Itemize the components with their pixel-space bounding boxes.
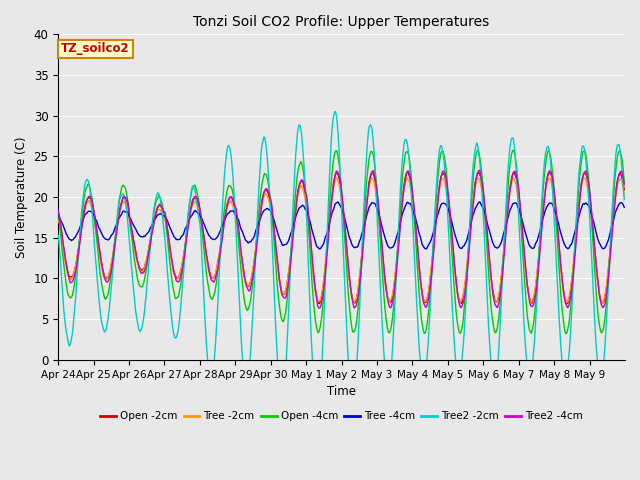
Title: Tonzi Soil CO2 Profile: Upper Temperatures: Tonzi Soil CO2 Profile: Upper Temperatur…	[193, 15, 490, 29]
Open -4cm	[400, 164, 408, 169]
Line: Tree2 -4cm: Tree2 -4cm	[58, 170, 624, 308]
Tree2 -4cm	[121, 194, 129, 200]
Tree -4cm	[275, 231, 282, 237]
Tree -4cm	[121, 208, 129, 214]
Open -4cm	[474, 147, 482, 153]
Tree2 -4cm	[225, 197, 232, 203]
Tree -4cm	[316, 246, 323, 252]
Tree -2cm	[620, 193, 628, 199]
Open -2cm	[275, 266, 282, 272]
Tree2 -2cm	[275, 368, 282, 373]
Line: Open -4cm: Open -4cm	[58, 150, 624, 334]
Tree2 -2cm	[225, 143, 232, 148]
Tree2 -2cm	[54, 232, 62, 238]
Tree -2cm	[598, 300, 606, 306]
Tree2 -4cm	[475, 168, 483, 173]
Line: Tree2 -2cm: Tree2 -2cm	[58, 111, 624, 415]
Line: Tree -2cm: Tree -2cm	[58, 178, 624, 303]
Open -4cm	[620, 179, 628, 185]
Open -4cm	[275, 291, 282, 297]
Tree2 -4cm	[54, 208, 62, 214]
Tree -2cm	[121, 200, 129, 205]
Y-axis label: Soil Temperature (C): Soil Temperature (C)	[15, 136, 28, 258]
Legend: Open -2cm, Tree -2cm, Open -4cm, Tree -4cm, Tree2 -2cm, Tree2 -4cm: Open -2cm, Tree -2cm, Open -4cm, Tree -4…	[96, 408, 587, 426]
Line: Open -2cm: Open -2cm	[58, 172, 624, 303]
Open -2cm	[253, 238, 260, 243]
Tree2 -2cm	[121, 195, 129, 201]
X-axis label: Time: Time	[327, 385, 356, 398]
Tree -2cm	[275, 269, 282, 275]
Open -4cm	[431, 210, 439, 216]
Open -2cm	[400, 185, 408, 191]
Tree2 -2cm	[253, 227, 260, 232]
Tree2 -2cm	[401, 137, 409, 143]
Tree -2cm	[401, 185, 408, 191]
Open -4cm	[121, 184, 129, 190]
Tree2 -2cm	[433, 178, 440, 183]
Open -2cm	[225, 197, 232, 203]
Tree2 -4cm	[401, 183, 408, 189]
Tree2 -4cm	[253, 244, 260, 250]
Tree -2cm	[54, 217, 62, 223]
Tree -2cm	[253, 239, 260, 244]
Tree2 -2cm	[331, 108, 339, 114]
Tree -4cm	[225, 210, 232, 216]
Open -4cm	[253, 235, 260, 240]
Tree -2cm	[432, 215, 440, 221]
Tree -4cm	[476, 199, 483, 205]
Tree2 -4cm	[316, 305, 323, 311]
Tree -2cm	[225, 201, 232, 206]
Open -2cm	[564, 300, 572, 306]
Tree -4cm	[54, 212, 62, 218]
Tree2 -4cm	[432, 219, 440, 225]
Open -4cm	[54, 211, 62, 217]
Open -2cm	[620, 187, 628, 192]
Open -2cm	[403, 169, 411, 175]
Open -4cm	[225, 183, 232, 189]
Tree -4cm	[620, 204, 628, 210]
Tree2 -2cm	[314, 412, 321, 418]
Tree -4cm	[401, 205, 408, 211]
Tree -4cm	[253, 226, 260, 231]
Open -2cm	[121, 194, 129, 200]
Open -2cm	[432, 213, 440, 219]
Open -2cm	[54, 211, 62, 217]
Tree2 -4cm	[620, 181, 628, 187]
Tree -2cm	[368, 175, 376, 180]
Line: Tree -4cm: Tree -4cm	[58, 202, 624, 249]
Tree2 -2cm	[620, 196, 628, 202]
Open -4cm	[562, 331, 570, 336]
Tree -4cm	[432, 218, 440, 224]
Tree2 -4cm	[275, 265, 282, 271]
Text: TZ_soilco2: TZ_soilco2	[61, 42, 130, 56]
